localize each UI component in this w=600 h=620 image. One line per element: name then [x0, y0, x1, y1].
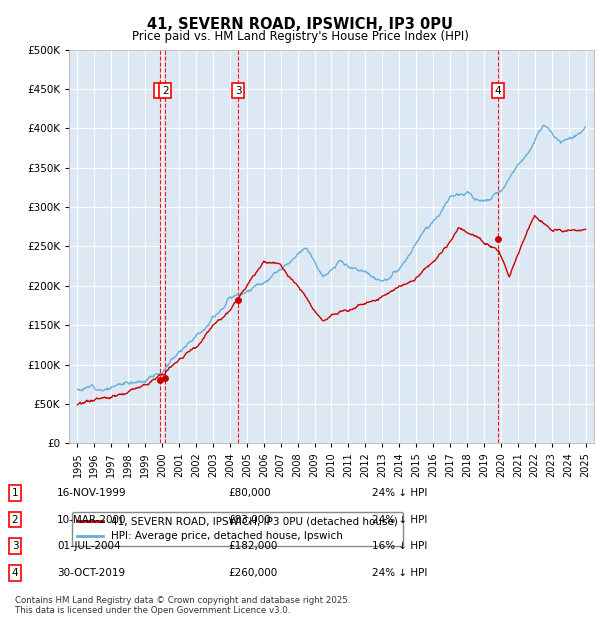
- Legend: 41, SEVERN ROAD, IPSWICH, IP3 0PU (detached house), HPI: Average price, detached: 41, SEVERN ROAD, IPSWICH, IP3 0PU (detac…: [71, 512, 403, 546]
- Text: 41, SEVERN ROAD, IPSWICH, IP3 0PU: 41, SEVERN ROAD, IPSWICH, IP3 0PU: [147, 17, 453, 32]
- Text: 01-JUL-2004: 01-JUL-2004: [57, 541, 121, 551]
- Text: 24% ↓ HPI: 24% ↓ HPI: [372, 515, 427, 525]
- Text: £260,000: £260,000: [228, 568, 277, 578]
- Text: 2: 2: [11, 515, 19, 525]
- Text: 4: 4: [494, 86, 501, 95]
- Text: 16-NOV-1999: 16-NOV-1999: [57, 488, 127, 498]
- Text: 1: 1: [157, 86, 163, 95]
- Text: 3: 3: [11, 541, 19, 551]
- Text: 24% ↓ HPI: 24% ↓ HPI: [372, 488, 427, 498]
- Text: £83,000: £83,000: [228, 515, 271, 525]
- Text: 24% ↓ HPI: 24% ↓ HPI: [372, 568, 427, 578]
- Text: Contains HM Land Registry data © Crown copyright and database right 2025.
This d: Contains HM Land Registry data © Crown c…: [15, 596, 350, 615]
- Text: 2: 2: [162, 86, 169, 95]
- Text: 30-OCT-2019: 30-OCT-2019: [57, 568, 125, 578]
- Text: 10-MAR-2000: 10-MAR-2000: [57, 515, 127, 525]
- Text: £80,000: £80,000: [228, 488, 271, 498]
- Text: £182,000: £182,000: [228, 541, 277, 551]
- Text: 3: 3: [235, 86, 242, 95]
- Text: 4: 4: [11, 568, 19, 578]
- Text: 16% ↓ HPI: 16% ↓ HPI: [372, 541, 427, 551]
- Text: 1: 1: [11, 488, 19, 498]
- Text: Price paid vs. HM Land Registry's House Price Index (HPI): Price paid vs. HM Land Registry's House …: [131, 30, 469, 43]
